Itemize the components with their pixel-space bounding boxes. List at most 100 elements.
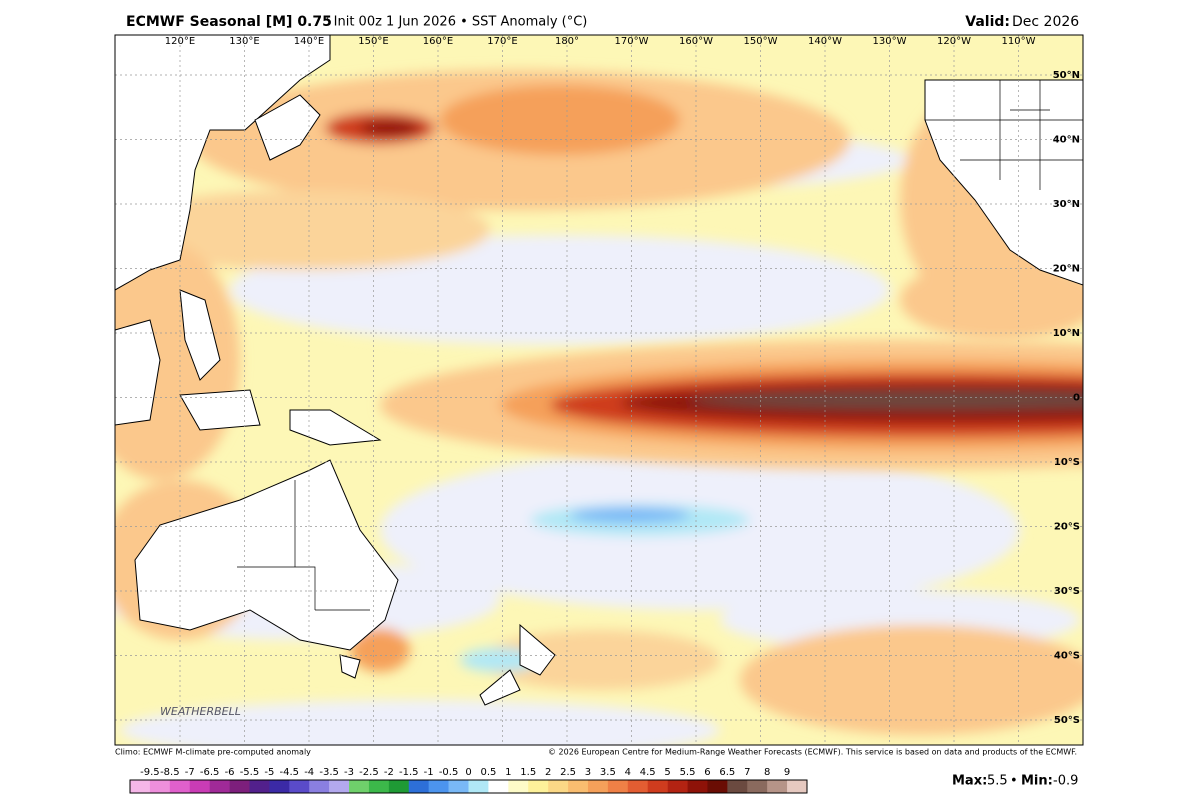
colorbar-label: 9 [784, 767, 790, 778]
colorbar-label: 0.5 [480, 767, 496, 778]
colorbar-swatch [149, 780, 171, 793]
colorbar-label: 6 [704, 767, 710, 778]
lon-label: 110°W [1002, 36, 1036, 47]
lat-label: 50°N [1053, 70, 1080, 81]
colorbar-swatch [349, 780, 370, 793]
lon-label: 140°E [294, 36, 324, 47]
map-frame [114, 34, 1084, 746]
lat-label: 30°S [1054, 586, 1080, 597]
colorbar-swatch [787, 780, 808, 793]
colorbar-label: -1.5 [399, 767, 419, 778]
colorbar-swatch [269, 780, 290, 793]
colorbar-label: -8.5 [160, 767, 180, 778]
colorbar-label: -7 [185, 767, 195, 778]
colorbar-swatch [368, 780, 390, 793]
colorbar-label: -4.5 [280, 767, 300, 778]
colorbar-swatch [488, 780, 509, 793]
colorbar-swatch [289, 780, 310, 793]
colorbar-label: -5 [264, 767, 274, 778]
colorbar-swatch [607, 780, 629, 793]
lon-label: 170°E [487, 36, 517, 47]
lat-label: 50°S [1054, 715, 1080, 726]
colorbar-swatch [189, 780, 210, 793]
colorbar-swatch [468, 780, 489, 793]
colorbar-swatch [707, 780, 728, 793]
lon-label: 150°E [358, 36, 388, 47]
colorbar-label: -9.5 [140, 767, 160, 778]
footer-right: © 2026 European Centre for Medium-Range … [548, 748, 1077, 757]
lon-label: 130°W [873, 36, 907, 47]
colorbar-label: 2 [545, 767, 551, 778]
colorbar-label: 6.5 [719, 767, 735, 778]
subtitle: ° Init 00z 1 Jun 2026 • SST Anomaly (°C) [323, 15, 587, 30]
colorbar-label: 8 [764, 767, 770, 778]
colorbar-swatch [528, 780, 549, 793]
colorbar-swatch [667, 780, 688, 793]
colorbar-swatch [647, 780, 668, 793]
lat-label: 10°N [1053, 328, 1080, 339]
colorbar-label: 2.5 [560, 767, 576, 778]
separator: • [1010, 774, 1018, 789]
valid-label: Valid: [965, 14, 1010, 30]
lon-label: 120°E [165, 36, 195, 47]
lat-label: 40°N [1053, 135, 1080, 146]
colorbar-label: -6 [225, 767, 235, 778]
colorbar-swatch [388, 780, 410, 793]
colorbar-swatch [408, 780, 429, 793]
colorbar-swatch [627, 780, 649, 793]
lon-label: 130°E [229, 36, 259, 47]
colorbar-label: 5 [664, 767, 670, 778]
colorbar-swatch [329, 780, 350, 793]
lat-label: 40°S [1054, 651, 1080, 662]
max-value: 5.5 [987, 774, 1008, 789]
colorbar-label: 0 [465, 767, 471, 778]
colorbar-label: -6.5 [200, 767, 220, 778]
lat-label: 0 [1073, 393, 1080, 404]
lat-label: 20°S [1054, 522, 1080, 533]
lon-label: 160°E [423, 36, 453, 47]
valid-value: Dec 2026 [1012, 14, 1079, 30]
colorbar-swatch [209, 780, 230, 793]
colorbar-swatch [687, 780, 708, 793]
colorbar-swatch [448, 780, 469, 793]
colorbar-swatch [428, 780, 449, 793]
lat-label: 10°S [1054, 457, 1080, 468]
lon-label: 120°W [937, 36, 971, 47]
colorbar-swatch [587, 780, 609, 793]
colorbar-swatch [548, 780, 569, 793]
colorbar-label: 1 [505, 767, 511, 778]
lon-label: 170°W [615, 36, 649, 47]
min-value: -0.9 [1053, 774, 1078, 789]
colorbar-label: -3 [344, 767, 354, 778]
lon-label: 140°W [808, 36, 842, 47]
colorbar-label: 7 [744, 767, 750, 778]
map: WEATHERBELL 120°E 130°E 140°E 150°E 160°E 170… [115, 35, 1083, 745]
colorbar-label: 4 [625, 767, 631, 778]
colorbar-label: 1.5 [520, 767, 536, 778]
watermark: WEATHERBELL [160, 705, 241, 718]
max-label: Max: [952, 774, 987, 789]
colorbar-swatch [568, 780, 589, 793]
lon-label: 160°W [679, 36, 713, 47]
colorbar-label: -2.5 [359, 767, 379, 778]
colorbar-swatch [508, 780, 529, 793]
colorbar-label: -4 [304, 767, 314, 778]
colorbar-label: -3.5 [319, 767, 339, 778]
colorbar-label: -5.5 [240, 767, 260, 778]
colorbar-label: -2 [384, 767, 394, 778]
colorbar-swatch [767, 780, 788, 793]
colorbar-swatch [309, 780, 330, 793]
colorbar-swatch [727, 780, 748, 793]
colorbar-label: 3.5 [600, 767, 616, 778]
colorbar-swatch [249, 780, 270, 793]
colorbar-label: -1 [424, 767, 434, 778]
colorbar-label: 4.5 [640, 767, 656, 778]
colorbar-swatch [130, 780, 151, 793]
title: ECMWF Seasonal [M] 0.75 [126, 14, 332, 30]
colorbar-swatch [747, 780, 768, 793]
colorbar-label: 3 [585, 767, 591, 778]
colorbar-label: 5.5 [680, 767, 696, 778]
lon-label: 150°W [744, 36, 778, 47]
